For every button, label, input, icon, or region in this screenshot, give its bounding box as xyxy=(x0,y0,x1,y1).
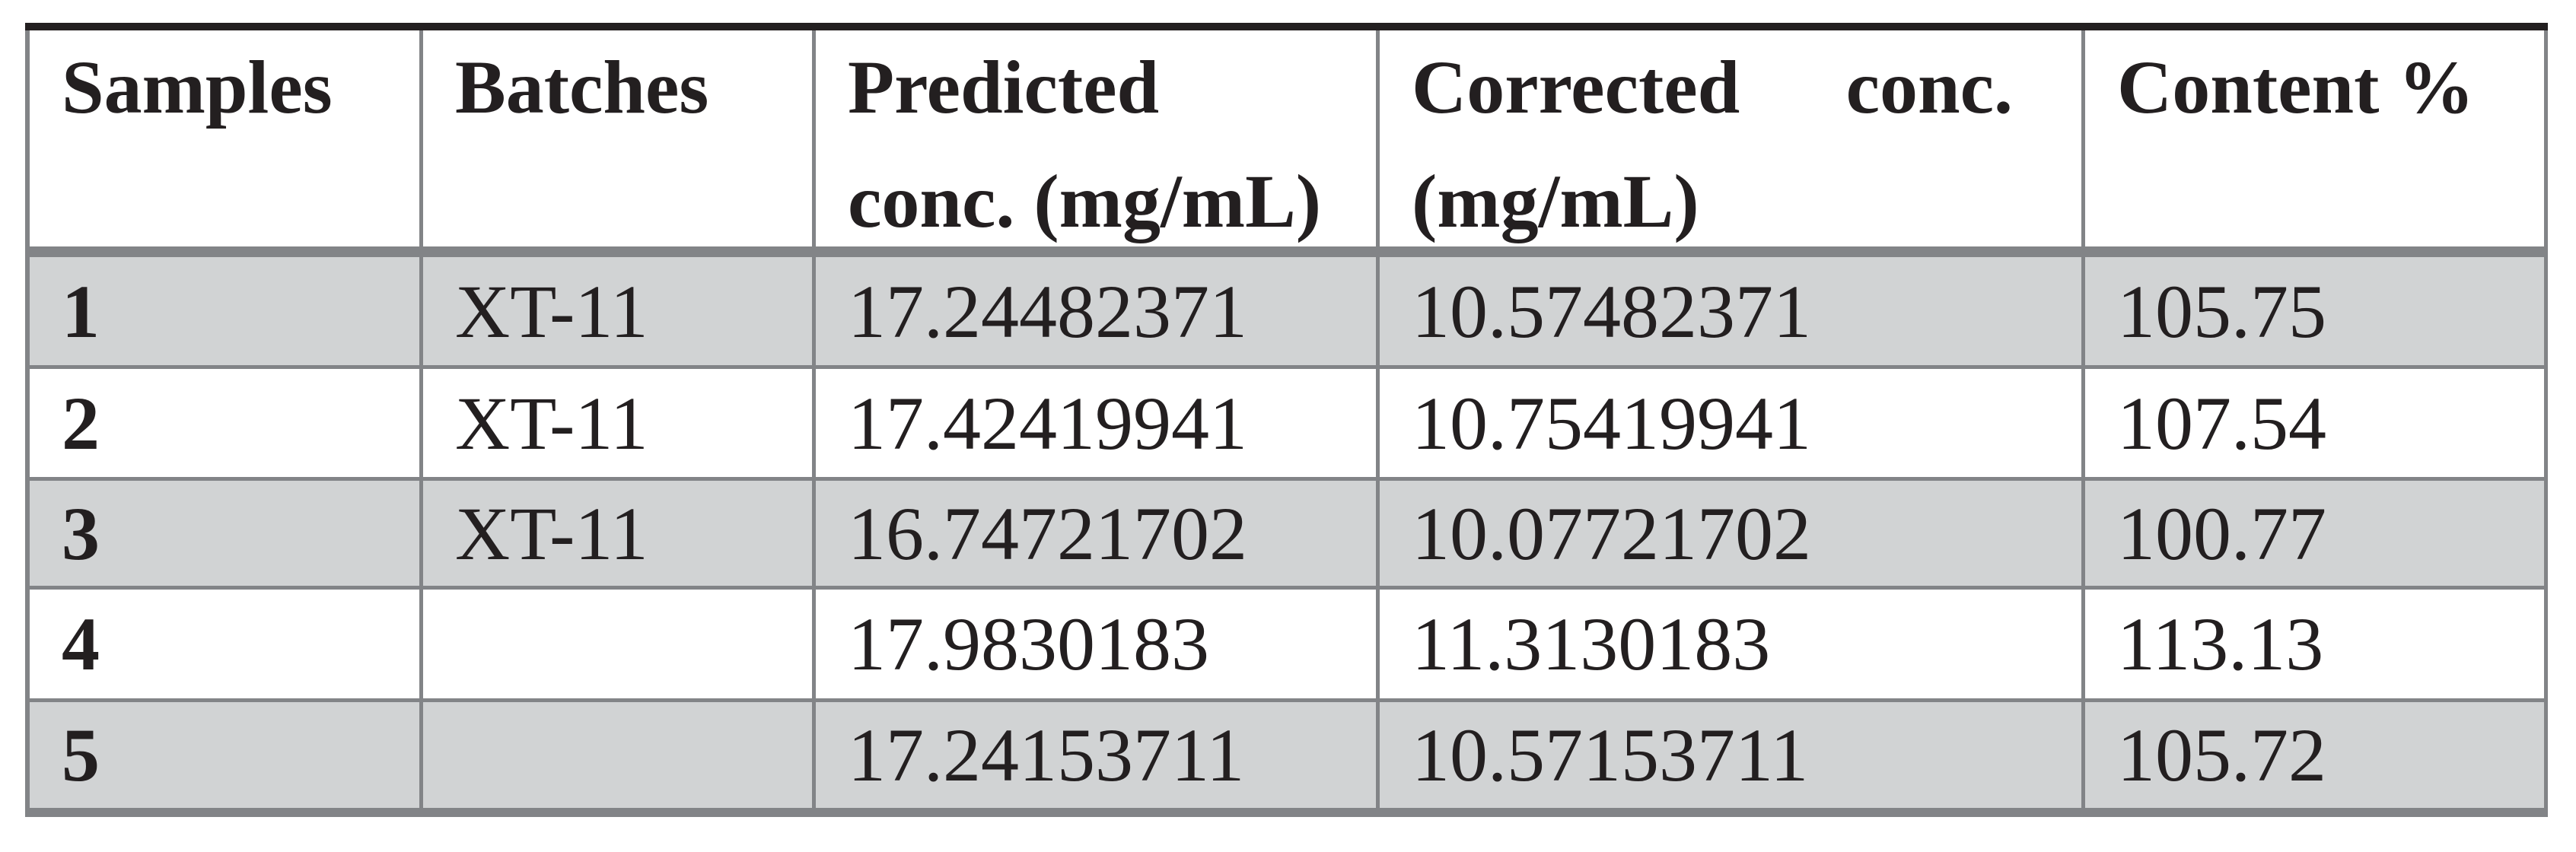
cell-batch-5 xyxy=(423,702,812,808)
cell-corrected-3: 10.07721702 xyxy=(1380,481,2081,586)
cell-corrected-1: 10.57482371 xyxy=(1380,257,2081,365)
cell-sample-2: 2 xyxy=(30,369,419,477)
cell-batch-2: XT-11 xyxy=(423,369,812,477)
cell-predicted-1: 17.24482371 xyxy=(816,257,1376,365)
cell-content-2: 107.54 xyxy=(2085,369,2544,477)
concentration-results-table: Samples Batches Predicted conc. (mg/mL) … xyxy=(25,23,2548,817)
cell-corrected-2: 10.75419941 xyxy=(1380,369,2081,477)
header-predicted-conc: Predicted conc. (mg/mL) xyxy=(816,30,1376,253)
cell-content-4: 113.13 xyxy=(2085,590,2544,698)
header-batches: Batches xyxy=(423,30,812,253)
cell-predicted-2: 17.42419941 xyxy=(816,369,1376,477)
header-predicted-line1: Predicted xyxy=(848,45,1160,129)
cell-predicted-3: 16.74721702 xyxy=(816,481,1376,586)
cell-corrected-4: 11.3130183 xyxy=(1380,590,2081,698)
header-content-pct: Content % xyxy=(2085,30,2544,253)
cell-content-5: 105.72 xyxy=(2085,702,2544,808)
cell-batch-3: XT-11 xyxy=(423,481,812,586)
cell-batch-1: XT-11 xyxy=(423,257,812,365)
header-predicted-line2: conc. (mg/mL) xyxy=(848,159,1322,243)
cell-sample-3: 3 xyxy=(30,481,419,586)
header-corrected-word1: Corrected xyxy=(1412,45,1740,129)
cell-predicted-5: 17.24153711 xyxy=(816,702,1376,808)
header-content-label: Content % xyxy=(2117,45,2475,129)
cell-sample-4: 4 xyxy=(30,590,419,698)
header-corrected-line2: (mg/mL) xyxy=(1412,159,1699,243)
header-samples-label: Samples xyxy=(62,45,333,129)
header-corrected-line1: Corrected conc. xyxy=(1412,30,2081,145)
header-samples: Samples xyxy=(30,30,419,253)
header-corrected-conc: Corrected conc. (mg/mL) xyxy=(1380,30,2081,253)
cell-predicted-4: 17.9830183 xyxy=(816,590,1376,698)
cell-sample-5: 5 xyxy=(30,702,419,808)
cell-content-1: 105.75 xyxy=(2085,257,2544,365)
cell-corrected-5: 10.57153711 xyxy=(1380,702,2081,808)
cell-sample-1: 1 xyxy=(30,257,419,365)
header-corrected-word2: conc. xyxy=(1845,45,2013,129)
cell-batch-4 xyxy=(423,590,812,698)
header-batches-label: Batches xyxy=(455,45,709,129)
cell-content-3: 100.77 xyxy=(2085,481,2544,586)
